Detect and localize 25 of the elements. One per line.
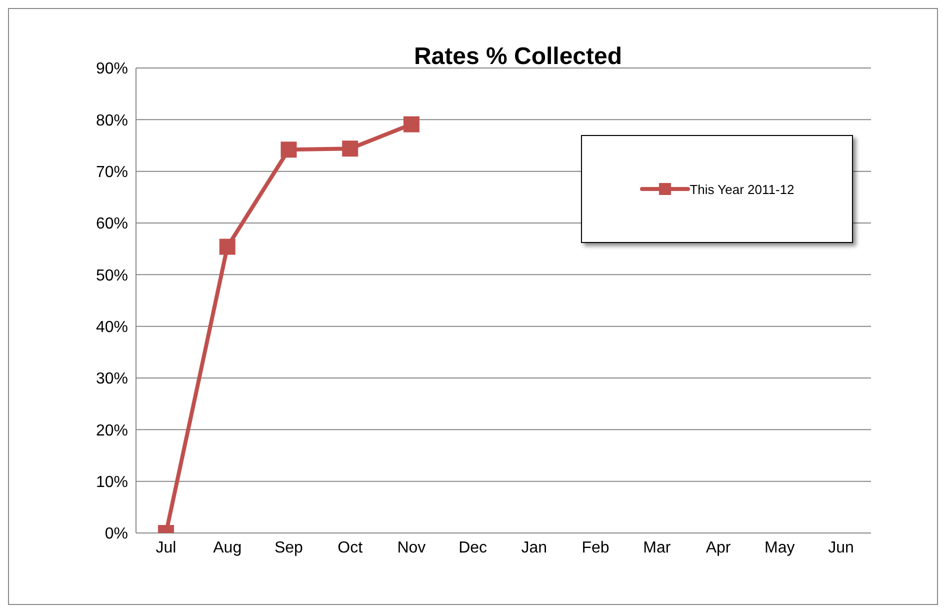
- y-tick-label: 70%: [96, 164, 128, 182]
- x-tick-label: Jun: [828, 539, 854, 556]
- legend-box: This Year 2011-12: [581, 135, 853, 243]
- x-tick-label: Mar: [643, 539, 672, 556]
- y-tick-label: 80%: [96, 112, 128, 130]
- y-tick-label: 90%: [96, 60, 128, 78]
- x-tick-label: May: [764, 539, 795, 556]
- x-tick-label: Dec: [458, 539, 488, 556]
- legend-label: This Year 2011-12: [690, 182, 794, 196]
- x-tick-label: Feb: [582, 539, 610, 556]
- x-tick-label: Jan: [521, 539, 548, 556]
- y-tick-label: 40%: [96, 319, 128, 336]
- y-tick-label: 30%: [96, 370, 128, 388]
- y-tick-label: 20%: [96, 422, 128, 440]
- x-tick-label: Apr: [706, 539, 732, 556]
- x-tick-label: Aug: [213, 539, 242, 556]
- x-tick-label: Nov: [397, 539, 426, 556]
- chart-title: Rates % Collected: [414, 43, 622, 70]
- y-tick-label: 0%: [104, 526, 128, 543]
- y-tick-label: 60%: [96, 216, 128, 233]
- y-tick-label: 10%: [96, 474, 128, 492]
- x-tick-label: Jul: [156, 539, 176, 556]
- x-tick-label: Oct: [338, 539, 364, 556]
- x-tick-label: Sep: [274, 539, 304, 556]
- y-tick-label: 50%: [96, 267, 128, 284]
